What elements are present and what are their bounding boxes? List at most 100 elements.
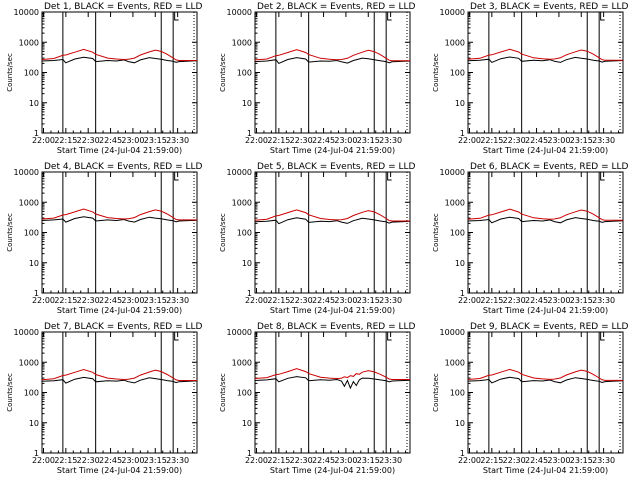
x-tick-label: 23:30 [166, 136, 189, 145]
x-axis-label: Start Time (24-Jul-04 21:59:00) [270, 146, 395, 155]
x-tick-label: 23:30 [592, 456, 615, 465]
y-axis-label: Counts/sec [432, 53, 440, 92]
y-tick-label: 1000 [19, 38, 39, 47]
series-line-lld [467, 368, 623, 381]
series-line-events [254, 57, 411, 65]
y-tick-label: 1 [247, 449, 252, 458]
detector-panel-3: Det 3, BLACK = Events, RED = LLD 1 10 100 10… [432, 2, 629, 155]
x-tick-label: 22:30 [77, 456, 100, 465]
x-tick-label: 22:30 [290, 456, 313, 465]
y-tick-label: 10000 [14, 328, 39, 337]
y-tick-label: 100 [24, 229, 39, 238]
y-tick-label: 100 [450, 69, 465, 78]
y-tick-label: 10000 [440, 168, 465, 177]
y-tick-label: 1000 [19, 198, 39, 207]
x-tick-label: 23:15 [144, 136, 167, 145]
detector-panel-5: Det 5, BLACK = Events, RED = LLD 1 10 100 10… [219, 162, 416, 315]
interval-bracket-mark [387, 332, 392, 341]
x-tick-label: 22:30 [503, 296, 526, 305]
y-tick-label: 10 [242, 259, 252, 268]
x-tick-label: 22:45 [99, 296, 122, 305]
x-tick-label: 22:15 [267, 296, 290, 305]
x-tick-label: 23:00 [334, 136, 357, 145]
x-tick-label: 22:00 [458, 456, 481, 465]
detector-panel-8: Det 8, BLACK = Events, RED = LLD 1 10 100 10… [219, 322, 416, 475]
y-tick-label: 1000 [232, 38, 252, 47]
interval-bracket-mark [387, 12, 392, 21]
x-tick-label: 23:15 [570, 296, 593, 305]
x-axis-label: Start Time (24-Jul-04 21:59:00) [483, 306, 608, 315]
plot-frame [41, 331, 198, 454]
x-tick-label: 23:15 [357, 456, 380, 465]
detector-panel-4: Det 4, BLACK = Events, RED = LLD 1 10 100 10… [6, 162, 203, 315]
y-tick-label: 1 [34, 129, 39, 138]
plot-frame [41, 11, 198, 134]
x-tick-label: 23:00 [547, 296, 570, 305]
y-tick-label: 10000 [227, 328, 252, 337]
x-tick-label: 23:30 [379, 296, 402, 305]
interval-bracket-mark [174, 332, 179, 341]
panel-title: Det 6, BLACK = Events, RED = LLD [470, 162, 629, 172]
x-tick-label: 23:15 [357, 136, 380, 145]
y-tick-label: 1000 [445, 358, 465, 367]
x-tick-label: 23:00 [121, 296, 144, 305]
y-tick-label: 10 [455, 259, 465, 268]
x-axis-label: Start Time (24-Jul-04 21:59:00) [270, 306, 395, 315]
x-tick-label: 23:00 [547, 456, 570, 465]
y-tick-label: 10 [29, 419, 39, 428]
x-tick-label: 22:45 [99, 456, 122, 465]
panel-title: Det 2, BLACK = Events, RED = LLD [257, 2, 416, 12]
y-tick-label: 10 [29, 259, 39, 268]
y-tick-label: 10 [455, 99, 465, 108]
y-tick-label: 1 [247, 289, 252, 298]
y-tick-label: 10 [29, 99, 39, 108]
y-tick-label: 100 [237, 389, 252, 398]
series-line-events [254, 217, 411, 225]
series-line-lld [41, 208, 197, 221]
y-tick-label: 100 [24, 69, 39, 78]
panel-title: Det 8, BLACK = Events, RED = LLD [257, 322, 416, 332]
y-tick-label: 10000 [440, 8, 465, 17]
series-line-events [41, 216, 198, 223]
y-tick-label: 1000 [445, 198, 465, 207]
panel-title: Det 5, BLACK = Events, RED = LLD [257, 162, 416, 172]
y-tick-label: 1000 [445, 38, 465, 47]
interval-bracket-mark [600, 172, 605, 181]
y-tick-label: 10000 [14, 8, 39, 17]
plot-frame [254, 331, 411, 454]
y-axis-label: Counts/sec [432, 213, 440, 252]
panel-title: Det 3, BLACK = Events, RED = LLD [470, 2, 629, 12]
interval-bracket-mark [600, 332, 605, 341]
y-tick-label: 1 [460, 289, 465, 298]
x-tick-label: 23:00 [121, 456, 144, 465]
interval-bracket-mark [387, 172, 392, 181]
x-tick-label: 23:15 [144, 296, 167, 305]
x-tick-label: 22:30 [77, 296, 100, 305]
x-tick-label: 23:30 [379, 136, 402, 145]
x-tick-label: 22:15 [480, 296, 503, 305]
plot-frame [467, 171, 624, 294]
y-axis-label: Counts/sec [219, 53, 227, 92]
x-tick-label: 22:45 [312, 136, 335, 145]
y-tick-label: 10 [242, 99, 252, 108]
x-tick-label: 22:45 [525, 456, 548, 465]
panel-title: Det 4, BLACK = Events, RED = LLD [44, 162, 203, 172]
y-tick-label: 100 [237, 229, 252, 238]
panel-title: Det 9, BLACK = Events, RED = LLD [470, 322, 629, 332]
y-tick-label: 10000 [440, 328, 465, 337]
y-tick-label: 10 [242, 419, 252, 428]
series-line-events [467, 376, 624, 384]
x-tick-label: 23:00 [547, 136, 570, 145]
y-axis-label: Counts/sec [432, 373, 440, 412]
x-tick-label: 22:00 [245, 296, 268, 305]
y-tick-label: 100 [237, 69, 252, 78]
x-tick-label: 23:15 [570, 136, 593, 145]
y-axis-label: Counts/sec [6, 373, 14, 412]
panel-title: Det 7, BLACK = Events, RED = LLD [44, 322, 203, 332]
x-tick-label: 22:45 [525, 136, 548, 145]
series-line-events [254, 376, 411, 390]
x-tick-label: 22:00 [458, 296, 481, 305]
x-tick-label: 23:00 [334, 456, 357, 465]
y-tick-label: 1 [34, 449, 39, 458]
y-axis-label: Counts/sec [219, 373, 227, 412]
